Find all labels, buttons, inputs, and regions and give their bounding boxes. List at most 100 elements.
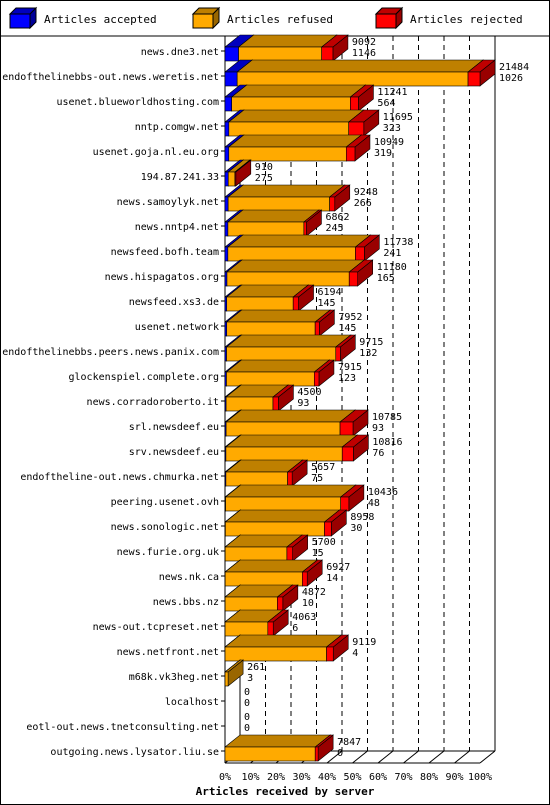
- legend-item: Articles refused: [191, 6, 361, 30]
- secondary-label: 323: [383, 123, 401, 134]
- x-tick-label: 100%: [468, 772, 492, 783]
- category-label: endoftheline-out.news.chmurka.net: [20, 472, 219, 483]
- refused-segment: [224, 484, 357, 512]
- total-label: 9119: [352, 637, 376, 648]
- category-label: news.samoylyk.net: [117, 197, 219, 208]
- orange-cube-icon: [191, 6, 221, 30]
- total-label: 6862: [325, 212, 349, 223]
- x-tick-label: 40%: [318, 772, 336, 783]
- x-tick-label: 90%: [445, 772, 463, 783]
- x-tick-label: 20%: [267, 772, 285, 783]
- category-label: localhost: [165, 697, 219, 708]
- total-label: 11180: [377, 262, 407, 273]
- category-label: usenet.goja.nl.eu.org: [93, 147, 219, 158]
- category-label: news.nk.ca: [159, 572, 219, 583]
- refused-segment: [224, 734, 332, 762]
- secondary-label: 15: [312, 548, 324, 559]
- rejected-segment: [339, 484, 365, 512]
- rejected-segment: [314, 309, 336, 337]
- rejected-segment: [301, 559, 324, 587]
- secondary-label: 319: [374, 148, 392, 159]
- secondary-label: 165: [377, 273, 395, 284]
- category-label: srv.newsdeef.eu: [129, 447, 219, 458]
- total-label: 9248: [354, 187, 378, 198]
- category-label: eotl-out.news.tnetconsulting.net: [26, 722, 219, 733]
- rejected-segment: [303, 209, 323, 237]
- total-label: 6927: [326, 562, 350, 573]
- total-label: 0: [244, 712, 250, 723]
- total-label: 7847: [337, 737, 361, 748]
- secondary-label: 93: [297, 398, 309, 409]
- total-label: 9092: [352, 37, 376, 48]
- rejected-segment: [286, 534, 309, 562]
- category-label: news.corradoroberto.it: [87, 397, 219, 408]
- total-label: 261: [247, 662, 265, 673]
- legend-item: Articles accepted: [8, 6, 178, 30]
- secondary-label: 0: [244, 723, 250, 734]
- rejected-segment: [266, 609, 290, 637]
- rejected-segment: [313, 359, 335, 387]
- category-label: peering.usenet.ovh: [111, 497, 219, 508]
- secondary-label: 48: [368, 498, 380, 509]
- total-label: 7952: [338, 312, 362, 323]
- total-label: 11738: [383, 237, 413, 248]
- floor-tick: [479, 750, 496, 764]
- rejected-segment: [314, 734, 334, 762]
- category-label: news.netfront.net: [117, 647, 219, 658]
- total-label: 910: [255, 162, 273, 173]
- x-tick-label: 30%: [292, 772, 310, 783]
- category-label: news.nntp4.net: [135, 222, 219, 233]
- secondary-label: 93: [372, 423, 384, 434]
- total-label: 6194: [318, 287, 342, 298]
- rejected-segment: [325, 634, 350, 662]
- secondary-label: 275: [255, 173, 273, 184]
- legend-item: Articles rejected: [374, 6, 544, 30]
- total-label: 8958: [350, 512, 374, 523]
- refused-segment: [225, 359, 331, 387]
- secondary-label: 14: [326, 573, 338, 584]
- secondary-label: 76: [372, 448, 384, 459]
- rejected-segment: [272, 384, 295, 412]
- rejected-segment: [348, 259, 374, 287]
- secondary-label: 30: [350, 523, 362, 534]
- secondary-label: 241: [383, 248, 401, 259]
- category-label: glockenspiel.complete.org: [68, 372, 219, 383]
- category-label: 194.87.241.33: [141, 172, 219, 183]
- category-label: srl.newsdeef.eu: [129, 422, 219, 433]
- refused-segment: [227, 109, 365, 137]
- secondary-label: 123: [338, 373, 356, 384]
- secondary-label: 10: [302, 598, 314, 609]
- secondary-label: 245: [325, 223, 343, 234]
- refused-segment: [236, 59, 484, 87]
- total-label: 4063: [292, 612, 316, 623]
- rejected-segment: [349, 84, 375, 112]
- refused-segment: [225, 434, 359, 462]
- refused-segment: [225, 309, 332, 337]
- category-label: newsfeed.xs3.de: [129, 297, 219, 308]
- refused-segment: [224, 634, 343, 662]
- category-label: usenet.network: [135, 322, 219, 333]
- category-label: outgoing.news.lysator.liu.se: [50, 747, 219, 758]
- refused-segment: [224, 509, 341, 537]
- secondary-label: 145: [318, 298, 336, 309]
- secondary-label: 3: [247, 673, 253, 684]
- rejected-segment: [347, 109, 380, 137]
- refused-segment: [227, 184, 346, 212]
- category-label: newsfeed.bofh.team: [111, 247, 219, 258]
- secondary-label: 4: [352, 648, 358, 659]
- floor-tick: [454, 750, 470, 764]
- total-label: 5657: [311, 462, 335, 473]
- rejected-segment: [334, 334, 357, 362]
- x-tick-label: 80%: [420, 772, 438, 783]
- secondary-label: 0: [244, 698, 250, 709]
- red-cube-icon: [374, 6, 404, 30]
- secondary-label: 132: [359, 348, 377, 359]
- category-label: news.sonologic.net: [111, 522, 219, 533]
- category-label: nntp.comgw.net: [135, 122, 219, 133]
- rejected-segment: [339, 409, 369, 437]
- rejected-segment: [345, 134, 371, 162]
- x-tick-label: 0%: [219, 772, 231, 783]
- floor-tick: [377, 750, 394, 764]
- secondary-label: 1146: [352, 48, 376, 59]
